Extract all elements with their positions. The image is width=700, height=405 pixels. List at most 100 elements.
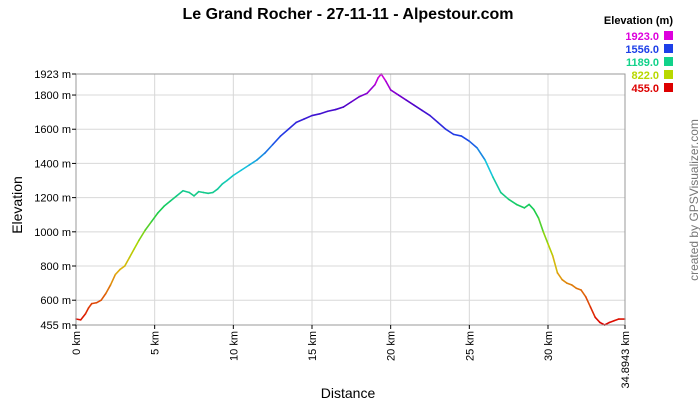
elevation-segment [515,203,526,209]
elevation-segment [263,143,274,154]
x-tick-label: 0 km [71,331,83,355]
legend-entry-label: 455.0 [631,83,659,95]
elevation-segment [114,268,121,276]
legend-swatch [664,44,673,53]
elevation-segment [358,92,368,98]
elevation-segment [105,284,112,295]
legend-entry-label: 1189.0 [626,57,659,69]
legend-entry-label: 1923.0 [625,31,659,43]
elevation-segment [350,95,361,103]
elevation-segment [138,229,147,242]
elevation-segment [492,176,502,194]
elevation-segment [608,319,615,324]
y-tick-label: 800 m [40,261,71,273]
elevation-segment [109,273,117,286]
grid [75,73,626,326]
x-tick-label: 10 km [228,331,240,361]
elevation-series [75,73,626,326]
elevation-segment [128,248,136,259]
elevation-segment [589,306,597,319]
elevation-segment [484,159,494,178]
elevation-segment [150,212,159,223]
elevation-segment [533,208,540,219]
x-tick-label: 5 km [150,331,162,355]
elevation-segment [421,109,431,117]
elevation-segment [380,73,387,83]
y-tick-label: 1923 m [34,69,71,81]
elevation-segment [163,200,172,207]
chart-title: Le Grand Rocher - 27-11-11 - Alpestour.c… [182,6,513,23]
elevation-segment [584,295,592,308]
elevation-segment [437,121,447,131]
elevation-segment [413,104,423,112]
elevation-segment [226,174,235,182]
elevation-segment [144,220,153,231]
y-tick-label: 1400 m [34,158,71,170]
elevation-segment [613,318,620,322]
credit-text: created by GPSVisualizer.com [687,119,700,281]
y-axis-ticks: 455 m 600 m 800 m 1000 m 1200 m 1400 m 1600 m 1… [34,69,76,332]
elevation-segment [212,188,219,194]
elevation-segment [79,313,87,321]
elevation-segment [366,83,376,95]
elevation-segment [551,254,559,274]
elevation-segment [119,265,126,271]
elevation-segment [169,195,178,202]
legend-swatch [664,83,673,92]
legend-title: Elevation (m) [604,15,673,27]
elevation-segment [232,169,242,177]
x-axis-ticks: 0 km 5 km 10 km 15 km 20 km 25 km 30 km 34.8943… [71,325,632,388]
elevation-segment [385,80,392,91]
elevation-segment [397,94,408,101]
elevation-segment [547,242,554,257]
x-axis-label: Distance [321,385,376,400]
elevation-segment [389,89,400,96]
elevation-segment [523,203,530,209]
elevation-segment [319,110,329,115]
x-tick-label: 25 km [464,331,476,361]
elevation-segment [157,205,165,214]
elevation-segment [133,239,140,250]
elevation-segment [193,190,200,197]
elevation-segment [123,256,131,267]
elevation-segment [452,133,463,137]
plot-frame [75,73,626,326]
plot-border [75,73,626,326]
elevation-segment [542,231,549,245]
elevation-segment [580,289,587,298]
elevation-segment [188,191,195,197]
y-tick-label: 600 m [40,295,71,307]
elevation-segment [575,287,582,291]
elevation-segment [429,114,439,124]
elevation-segment [182,189,191,194]
elevation-segment [334,106,345,111]
elevation-segment [87,302,93,309]
y-tick-label: 1600 m [34,124,71,136]
elevation-segment [507,198,518,206]
elevation-segment [221,179,228,185]
elevation-segment [537,217,545,233]
elevation-segment [279,128,290,137]
elevation-segment [476,147,486,161]
elevation-segment [256,152,266,161]
elevation-segment [287,121,298,131]
elevation-segment [303,114,313,120]
elevation-segment [311,113,321,117]
elevation-segment [84,307,90,315]
legend-entry-label: 822.0 [631,70,659,82]
elevation-segment [405,99,416,107]
elevation-segment [594,316,601,324]
elevation-segment [460,135,471,142]
elevation-segment [570,284,578,290]
elevation-segment [499,191,510,201]
legend-entry-label: 1556.0 [625,44,659,56]
elevation-segment [271,135,282,146]
x-tick-label: 20 km [386,331,398,361]
elevation-segment [556,272,563,281]
elevation-segment [374,77,379,86]
elevation-segment [326,108,337,113]
y-tick-label: 1200 m [34,193,71,205]
elevation-segment [444,128,455,136]
